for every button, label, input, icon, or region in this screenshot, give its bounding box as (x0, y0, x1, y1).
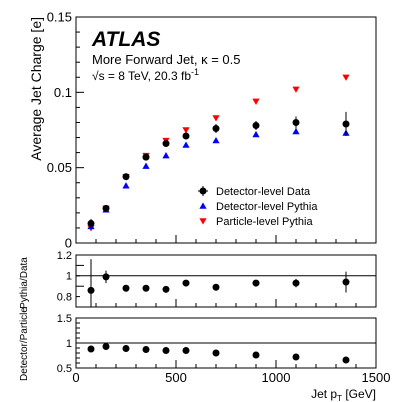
detector-pythia-point (122, 182, 130, 189)
ratio2-y-tick-label: 1 (66, 338, 72, 350)
ratio1-point (142, 284, 150, 292)
main-plot-frame (75, 16, 377, 244)
particle-level-point (212, 115, 220, 122)
ratio2-point (252, 351, 260, 359)
detector-pythia-point (252, 130, 260, 138)
detector-data-point (87, 219, 95, 227)
ratio2-x-tick-label: 0 (72, 370, 79, 385)
particle-level-point (252, 98, 260, 105)
x-axis-label-subscript: T (337, 394, 342, 402)
x-axis-label-unit: [GeV] (342, 387, 376, 401)
main-x-ticks (75, 235, 377, 243)
detector-pythia-point (162, 152, 170, 159)
ratio2-data-points (76, 342, 376, 364)
main-y-tick-label: 0.1 (54, 85, 72, 100)
particle-level-point (342, 74, 350, 81)
ratio1-point (252, 279, 260, 287)
detector-data-point (342, 120, 350, 128)
ratio1-point (87, 286, 95, 294)
legend-label: Particle-level Pythia (216, 216, 313, 228)
ratio1-y-tick-label: 1 (66, 271, 72, 283)
detector-particle-ratio-panel: 0.5 1 1.5 0 500 1000 1500 Detector/Particle J… (19, 307, 390, 402)
ratio2-y-tick-label: 1.5 (57, 313, 72, 325)
detector-data-point (142, 153, 150, 161)
ratio2-point (142, 346, 150, 353)
ratio2-point (102, 343, 110, 350)
energy-lumi-label: √s = 8 TeV, 20.3 fb-1 (92, 67, 199, 83)
main-panel: 0 0.05 0.1 0.15 Average Jet Charge [e] ATLA… (28, 10, 377, 251)
main-y-axis-label: Average Jet Charge [e] (28, 17, 44, 161)
main-y-tick-label: 0.05 (47, 160, 72, 175)
detector-pythia-point (182, 141, 190, 148)
ratio1-data-points (76, 259, 376, 307)
main-data-points (87, 74, 350, 232)
energy-lumi-text: √s = 8 TeV, 20.3 fb (92, 69, 191, 83)
ratio2-x-tick-label: 1000 (262, 370, 291, 385)
particle-level-point (182, 127, 190, 134)
legend-label: Detector-level Pythia (216, 201, 318, 213)
ratio2-x-tick-label: 1500 (362, 370, 391, 385)
atlas-label: ATLAS (91, 28, 160, 51)
ratio2-point (212, 349, 220, 357)
main-y-tick-label: 0 (65, 236, 72, 251)
ratio1-point (102, 273, 110, 281)
main-y-tick-label: 0.15 (47, 10, 72, 25)
ratio1-point (292, 279, 300, 287)
detector-pythia-point (212, 136, 220, 144)
selection-label: More Forward Jet, κ = 0.5 (92, 52, 240, 67)
main-y-ticks: 0 0.05 0.1 0.15 (47, 10, 84, 251)
ratio2-point (182, 347, 190, 354)
ratio1-point (342, 278, 350, 286)
ratio1-y-ticks: 0.8 1 1.2 (57, 250, 84, 308)
ratio1-y-tick-label: 1.2 (57, 250, 72, 262)
ratio2-point (162, 347, 170, 354)
ratio1-point (212, 283, 220, 291)
ratio2-y-ticks: 0.5 1 1.5 (57, 313, 84, 375)
ratio2-y-axis-label: Detector/Particle (19, 307, 30, 381)
energy-lumi-superscript: -1 (191, 67, 199, 77)
detector-data-point (292, 118, 300, 126)
legend: Detector-level Data Detector-level Pythia… (198, 186, 318, 228)
detector-pythia-point (292, 127, 300, 135)
ratio1-point (122, 284, 130, 292)
particle-level-point (292, 86, 300, 93)
detector-data-point (122, 173, 130, 181)
detector-data-point (162, 140, 170, 148)
legend-marker-detector-pythia (199, 202, 207, 209)
pythia-data-ratio-panel: 0.8 1 1.2 Pythia/Data (19, 250, 377, 309)
ratio2-point (342, 356, 350, 364)
ratio1-y-tick-label: 0.8 (57, 291, 72, 303)
detector-data-point (212, 124, 220, 132)
ratio1-plot-frame (75, 254, 377, 308)
ratio1-x-ticks (75, 299, 377, 307)
legend-marker-data (199, 187, 207, 195)
ratio1-point (162, 285, 170, 293)
ratio2-x-tick-label: 500 (165, 370, 187, 385)
detector-data-point (102, 204, 110, 212)
x-axis-label: Jet pT [GeV] (311, 387, 376, 402)
x-axis-label-main: Jet p (311, 387, 337, 401)
legend-label: Detector-level Data (216, 186, 311, 198)
ratio2-y-tick-label: 0.5 (57, 363, 72, 375)
ratio2-x-ticks: 0 500 1000 1500 (72, 360, 390, 385)
ratio2-point (122, 345, 130, 352)
ratio2-point (87, 345, 95, 353)
legend-marker-particle-pythia (199, 218, 207, 225)
ratio1-y-axis-label: Pythia/Data (19, 257, 30, 309)
ratio1-point (182, 279, 190, 287)
ratio2-point (292, 353, 300, 361)
detector-pythia-point (142, 162, 150, 169)
detector-data-point (252, 121, 260, 129)
detector-data-point (182, 132, 190, 140)
